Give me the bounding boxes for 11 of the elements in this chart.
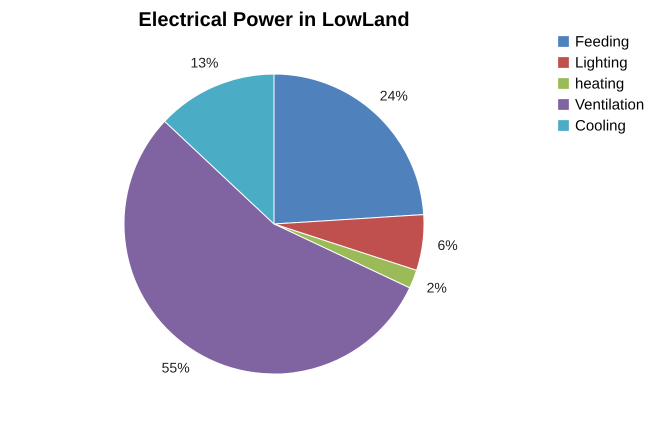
data-label: 2% [426, 279, 447, 296]
legend-label: Lighting [575, 54, 628, 72]
legend-label: heating [575, 76, 624, 92]
data-label: 13% [190, 54, 219, 70]
data-label: 55% [162, 360, 190, 376]
data-label: 24% [380, 87, 408, 104]
data-label: 6% [438, 236, 458, 253]
chart-title: Electrical Power in LowLand [138, 9, 410, 31]
legend-label: Cooling [575, 118, 626, 134]
legend-label: Ventilation [575, 96, 644, 114]
legend-label: Feeding [575, 34, 630, 50]
